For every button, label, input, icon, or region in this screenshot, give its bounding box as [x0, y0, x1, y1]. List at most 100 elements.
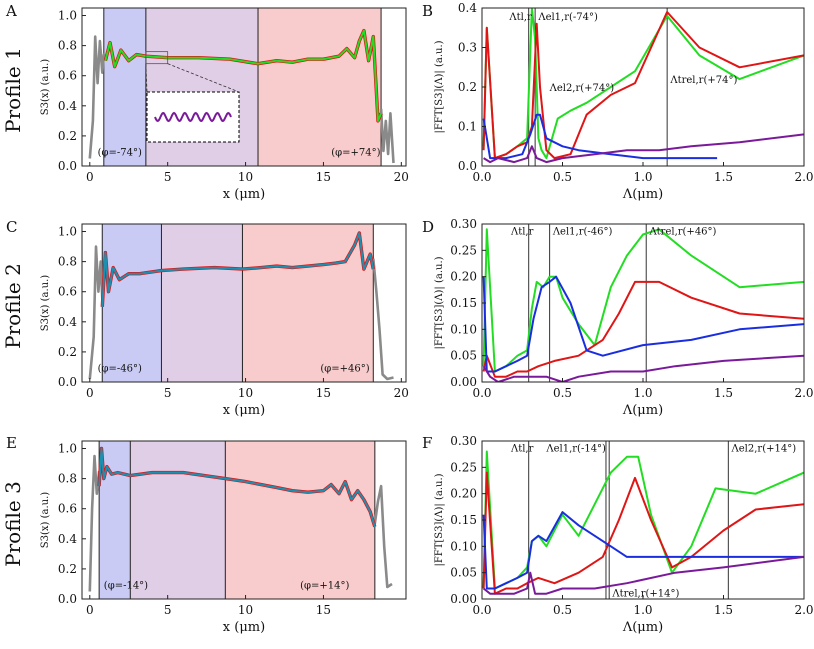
x-tick-label: 1.0 — [633, 603, 652, 617]
y-tick-label: 0.25 — [450, 243, 477, 257]
y-tick-label: 0.0 — [58, 159, 77, 173]
y-axis-label: |FFT[S3](Λ)| (a.u.) — [434, 256, 445, 349]
series-line-red — [482, 11, 804, 160]
x-tick-label: 0 — [86, 170, 94, 184]
y-tick-label: 1.0 — [58, 442, 77, 456]
y-tick-label: 1.0 — [58, 9, 77, 23]
y-axis-label: |FFT[S3](Λ)| (a.u.) — [434, 473, 445, 566]
x-tick-label: 0.5 — [553, 603, 572, 617]
y-tick-label: 0.00 — [450, 375, 477, 389]
x-tick-label: 10 — [238, 386, 253, 400]
annotation-label: (φ=-74°) — [98, 147, 142, 158]
plot-frame — [81, 7, 407, 167]
x-tick-label: 5 — [164, 603, 172, 617]
series-line-gray — [88, 454, 101, 592]
x-tick-label: 1.5 — [714, 170, 733, 184]
inset-box — [146, 91, 240, 143]
y-tick-label: 0.15 — [450, 296, 477, 310]
y-tick-label: 0.6 — [58, 69, 77, 83]
x-tick-label: 1.5 — [714, 603, 733, 617]
zoom-connector — [167, 63, 240, 93]
series-line-red — [482, 471, 804, 595]
annotation-label: Λtrel,r(+14°) — [611, 588, 679, 599]
panel-a-profile: 0 5 10 15 20 0.0 0.2 0.4 0.6 0.8 1.0 x (μm) S3(x) (a… — [40, 7, 409, 202]
series-line-purple — [482, 555, 804, 595]
y-tick-label: 0.0 — [458, 159, 477, 173]
x-tick-label: 0 — [86, 386, 94, 400]
series-line-gray-right — [379, 108, 395, 164]
x-tick-label: 2.0 — [794, 386, 813, 400]
y-tick-label: 0.20 — [450, 270, 477, 284]
annotation-label: Λel2,r(+14°) — [731, 444, 797, 455]
inset-wave — [154, 111, 232, 123]
series-line-blue — [482, 511, 804, 590]
region-blue — [103, 8, 146, 166]
annotation-label: (φ=+46°) — [320, 363, 369, 374]
region-purple — [130, 441, 226, 599]
x-tick-label: 20 — [394, 170, 409, 184]
series-line-gray — [88, 245, 104, 380]
x-tick-label: 2.0 — [794, 170, 813, 184]
y-axis-label: |FFT[S3](Λ)| (a.u.) — [434, 40, 445, 133]
y-tick-label: 0.4 — [58, 99, 77, 113]
x-tick-label: 1.0 — [633, 170, 652, 184]
series-line-purple — [482, 354, 804, 382]
x-axis-label: Λ(μm) — [622, 187, 663, 202]
series-line-central — [104, 29, 383, 122]
annotation-label: Λtl,r — [508, 12, 532, 23]
y-tick-label: 0.6 — [58, 502, 77, 516]
x-tick-label: 20 — [394, 386, 409, 400]
panel-letter-b: B — [422, 2, 433, 20]
annotation-label: Λel2,r(+74°) — [549, 83, 615, 94]
y-tick-label: 0.4 — [58, 315, 77, 329]
y-tick-label: 0.05 — [450, 566, 477, 580]
x-axis-label: Λ(μm) — [622, 403, 663, 418]
x-axis-label: x (μm) — [223, 187, 265, 202]
y-tick-label: 0.8 — [58, 472, 77, 486]
x-axis-label: x (μm) — [223, 620, 265, 635]
plot-frame — [81, 223, 407, 383]
region-blue — [102, 224, 162, 382]
series-line-green — [482, 450, 804, 590]
y-tick-label: 0.0 — [58, 592, 77, 606]
series-line-green — [482, 228, 804, 373]
annotation-label: Λtl,r — [510, 444, 534, 455]
y-tick-label: 0.2 — [458, 80, 477, 94]
x-tick-label: 1.0 — [633, 386, 652, 400]
x-tick-label: 15 — [316, 170, 331, 184]
x-tick-label: 5 — [164, 170, 172, 184]
y-tick-label: 0.10 — [450, 322, 477, 336]
x-tick-label: 0.0 — [472, 603, 491, 617]
y-tick-label: 0.4 — [58, 532, 77, 546]
panel-f-fft: 0.0 0.5 1.0 1.5 2.0 0.00 0.05 0.10 0.15 0.20 0.25 0… — [434, 434, 814, 635]
y-tick-label: 0.3 — [458, 41, 477, 55]
y-tick-label: 0.15 — [450, 513, 477, 527]
y-tick-label: 0.6 — [58, 285, 77, 299]
y-axis-label: S3(x) (a.u.) — [40, 492, 51, 548]
y-tick-label: 0.0 — [58, 375, 77, 389]
x-tick-label: 0 — [86, 603, 94, 617]
annotation-label: (φ=-14°) — [104, 580, 148, 591]
series-line-central — [98, 447, 376, 528]
annotation-label: Λel1,r(-74°) — [537, 12, 598, 23]
x-tick-label: 15 — [316, 386, 331, 400]
x-tick-label: 10 — [238, 170, 253, 184]
panel-letter-f: F — [422, 434, 432, 452]
panel-letter-c: C — [6, 218, 17, 236]
series-line-gray — [88, 35, 107, 159]
y-tick-label: 0.25 — [450, 460, 477, 474]
y-tick-label: 0.8 — [58, 39, 77, 53]
x-tick-label: 2.0 — [794, 603, 813, 617]
x-tick-label: 0.5 — [553, 170, 572, 184]
annotation-label: Λel1,r(-14°) — [545, 444, 606, 455]
x-tick-label: 5 — [164, 386, 172, 400]
panel-letter-e: E — [6, 434, 17, 452]
series-line-green — [482, 8, 804, 160]
y-tick-label: 1.0 — [58, 225, 77, 239]
y-tick-label: 0.30 — [450, 434, 477, 448]
panel-letter-a: A — [5, 2, 17, 20]
annotation-label: (φ=+74°) — [331, 147, 380, 158]
y-tick-label: 0.8 — [58, 255, 77, 269]
x-tick-label: 0.0 — [472, 386, 491, 400]
panel-c-profile: 0 5 10 15 20 0.0 0.2 0.4 0.6 0.8 1.0 x (μm) S3(x) (a… — [40, 223, 409, 418]
